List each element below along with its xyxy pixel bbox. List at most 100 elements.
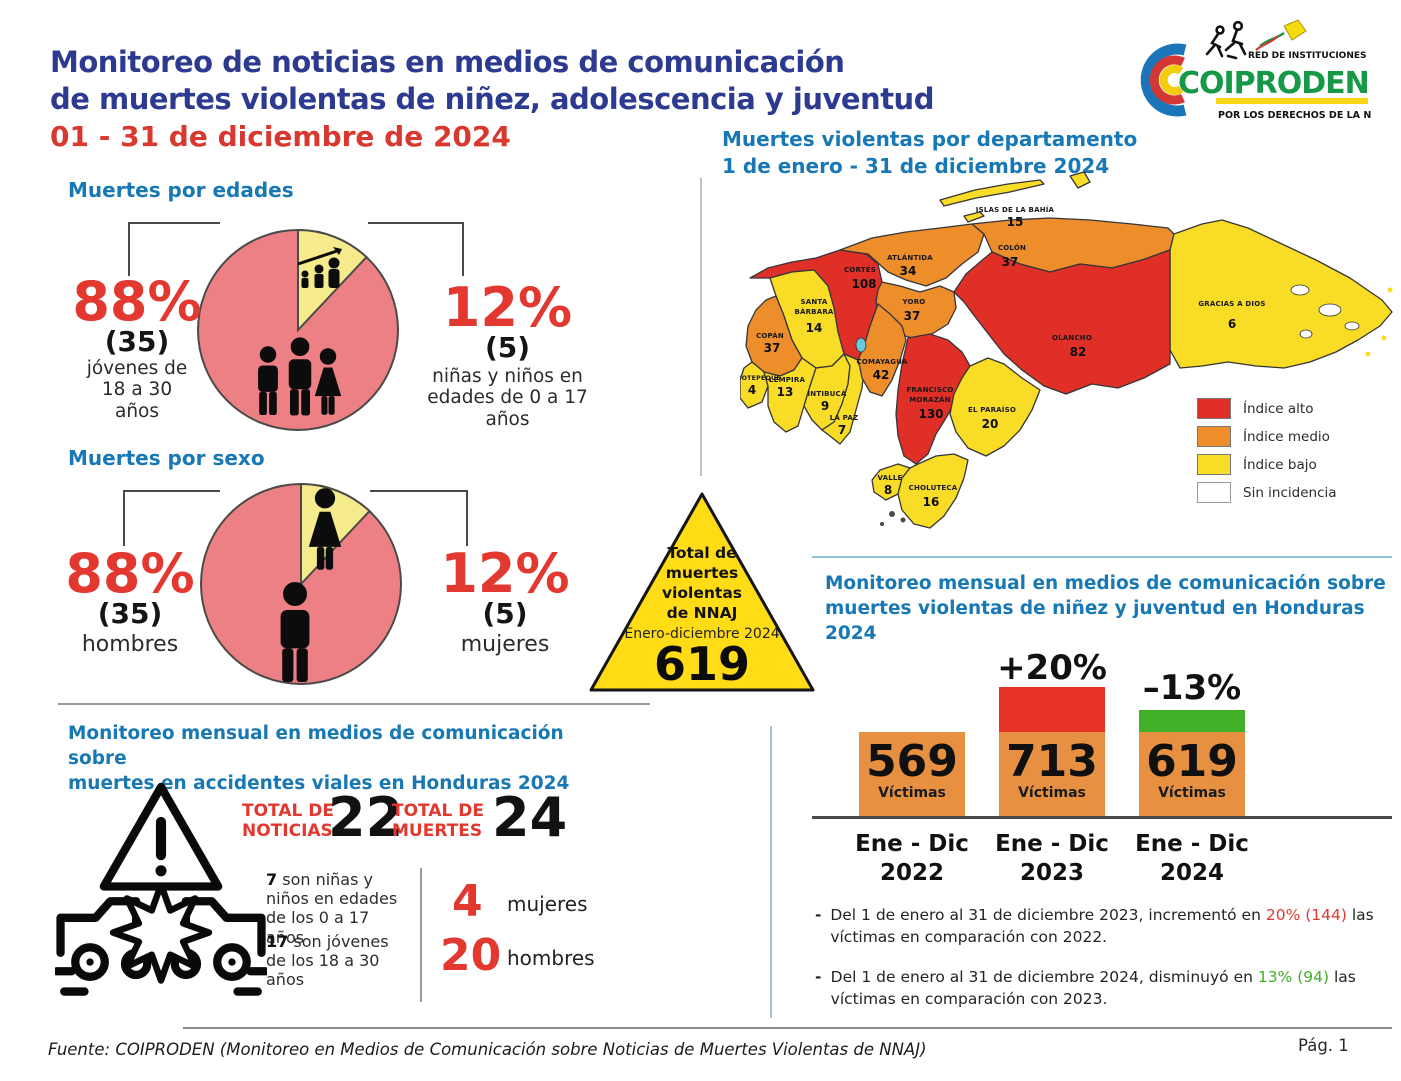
sex-right-bracket — [370, 490, 468, 546]
note-2024-highlight: 13% (94) — [1257, 968, 1330, 986]
svg-text:OLANCHO: OLANCHO — [1052, 334, 1092, 342]
svg-text:OCOTEPEQUE: OCOTEPEQUE — [740, 375, 781, 382]
accidents-note-youth: 17 son jóvenes de los 18 a 30 años — [266, 932, 389, 990]
legend-row-alto: Índice alto — [1197, 398, 1337, 419]
note-2023-increase: - Del 1 de enero al 31 de diciembre 2023… — [815, 904, 1401, 949]
map-region-comayagua — [857, 303, 907, 397]
gracias-a-dios-lagoons — [1290, 284, 1360, 339]
svg-text:FRANCISCO: FRANCISCO — [906, 386, 953, 394]
coiproden-logo: RED DE INSTITUCIONES COIPRODEN POR LOS D… — [1140, 19, 1372, 121]
bar-2024-delta: –13% — [1142, 668, 1242, 708]
ages-minor-percent: 12% — [442, 276, 573, 339]
logo-arc-yellow — [1159, 65, 1184, 95]
ages-major-count: (35) — [104, 325, 170, 359]
column-divider-top — [700, 178, 702, 476]
honduras-map: ISLAS DE LA BAHÍA 15 CORTÉS 108 ATLÁNTID… — [740, 171, 1393, 529]
svg-text:LEMPIRA: LEMPIRA — [769, 376, 806, 384]
legend-row-bajo: Índice bajo — [1197, 454, 1337, 475]
map-legend: Índice alto Índice medio Índice bajo Sin… — [1197, 398, 1337, 510]
accidents-mujeres-value: 4 — [452, 876, 483, 927]
bullet-dash: - — [815, 968, 822, 986]
bar-2024: 619 Víctimas — [1139, 732, 1245, 818]
accidents-heading-line1: Monitoreo mensual en medios de comunicac… — [68, 723, 564, 769]
lake-yojoa — [855, 337, 867, 353]
svg-text:130: 130 — [918, 407, 943, 421]
total-noticias-value: 22 — [328, 786, 404, 849]
map-region-gracias-a-dios — [1169, 219, 1393, 369]
svg-text:108: 108 — [851, 277, 876, 291]
svg-text:COPÁN: COPÁN — [756, 331, 784, 340]
triangle-line1: Total de — [667, 544, 736, 562]
legend-label-alto: Índice alto — [1243, 400, 1314, 417]
bar-2022-period: Ene - Dic 2022 — [855, 831, 969, 886]
svg-text:YORO: YORO — [902, 298, 926, 306]
accidents-hombres-label: hombres — [507, 946, 595, 970]
svg-text:LA PAZ: LA PAZ — [830, 414, 859, 422]
svg-text:34: 34 — [900, 264, 917, 278]
map-region-el-paraiso — [949, 357, 1041, 457]
bar-2023-delta: +20% — [997, 648, 1107, 688]
svg-text:4: 4 — [748, 383, 756, 397]
sex-major-label: 88% (35) hombres — [55, 546, 205, 658]
svg-text:CORTÉS: CORTÉS — [844, 265, 876, 274]
ages-heading: Muertes por edades — [68, 178, 294, 202]
coastal-islets — [1365, 287, 1393, 357]
svg-text:MORAZÁN: MORAZÁN — [909, 395, 950, 404]
gulf-islets — [880, 511, 906, 526]
right-section-divider — [812, 556, 1392, 558]
triangle-total-value: 619 — [654, 637, 750, 691]
svg-text:EL PARAÍSO: EL PARAÍSO — [968, 405, 1016, 414]
svg-text:ISLAS DE LA BAHÍA: ISLAS DE LA BAHÍA — [976, 205, 1055, 214]
map-title-line1: Muertes violentas por departamento — [722, 127, 1138, 151]
legend-swatch-bajo — [1197, 454, 1231, 475]
total-muertes-label: TOTAL DE MUERTES — [392, 801, 484, 841]
logo-tagline-bottom: POR LOS DERECHOS DE LA NIÑEZ — [1218, 110, 1372, 121]
bar-2023-increase-cap — [999, 687, 1105, 732]
bar-2022-unit: Víctimas — [878, 785, 946, 801]
ages-major-desc: jóvenes de 18 a 30 años — [86, 358, 188, 422]
map-region-atlantida — [839, 223, 985, 287]
triangle-line2: muertes — [666, 564, 739, 582]
svg-text:37: 37 — [1002, 255, 1019, 269]
svg-text:SANTA: SANTA — [801, 298, 828, 306]
legend-row-sin: Sin incidencia — [1197, 482, 1337, 503]
bar-2023: 713 Víctimas — [999, 732, 1105, 818]
svg-text:14: 14 — [806, 321, 823, 335]
svg-text:37: 37 — [904, 309, 921, 323]
car-crash-icon — [55, 782, 267, 996]
runners-icon — [1205, 20, 1247, 60]
bar-2022: 569 Víctimas — [859, 732, 965, 818]
column-divider-bottom — [770, 726, 772, 1018]
svg-text:6: 6 — [1228, 317, 1236, 331]
footer-source: Fuente: COIPRODEN (Monitoreo en Medios d… — [48, 1040, 927, 1059]
sex-minor-percent: 12% — [440, 542, 570, 605]
svg-text:COLÓN: COLÓN — [998, 243, 1026, 252]
svg-text:INTIBUCÁ: INTIBUCÁ — [807, 389, 846, 398]
legend-swatch-sin — [1197, 482, 1231, 503]
warning-triangle-shape — [589, 492, 815, 692]
sex-minor-desc: mujeres — [460, 632, 550, 658]
svg-text:VALLE: VALLE — [877, 474, 902, 482]
logo-underline — [1216, 98, 1368, 104]
bullet-dash: - — [815, 906, 822, 924]
page-title-line2: de muertes violentas de niñez, adolescen… — [50, 82, 934, 117]
ages-major-label: 88% (35) jóvenes de 18 a 30 años — [62, 274, 212, 422]
logo-org-name: COIPRODEN — [1178, 66, 1369, 101]
sex-left-bracket — [123, 490, 220, 546]
svg-text:37: 37 — [764, 341, 781, 355]
svg-text:16: 16 — [923, 495, 940, 509]
svg-text:BÁRBARA: BÁRBARA — [794, 307, 833, 316]
ages-left-bracket — [128, 222, 220, 276]
ages-right-bracket — [368, 222, 464, 276]
map-labels: ISLAS DE LA BAHÍA 15 CORTÉS 108 ATLÁNTID… — [740, 205, 1265, 509]
accidents-heading-line2: muertes en accidentes viales en Honduras… — [68, 772, 570, 794]
page-title-line1: Monitoreo de noticias en medios de comun… — [50, 45, 845, 79]
svg-text:GRACIAS A DIOS: GRACIAS A DIOS — [1198, 300, 1265, 308]
monitoring-heading: Monitoreo mensual en medios de comunicac… — [825, 572, 1395, 647]
legend-label-sin: Sin incidencia — [1243, 484, 1337, 501]
svg-text:7: 7 — [838, 423, 846, 437]
sex-major-desc: hombres — [81, 632, 179, 658]
sex-heading: Muertes por sexo — [68, 446, 265, 470]
map-region-olancho — [953, 249, 1171, 395]
